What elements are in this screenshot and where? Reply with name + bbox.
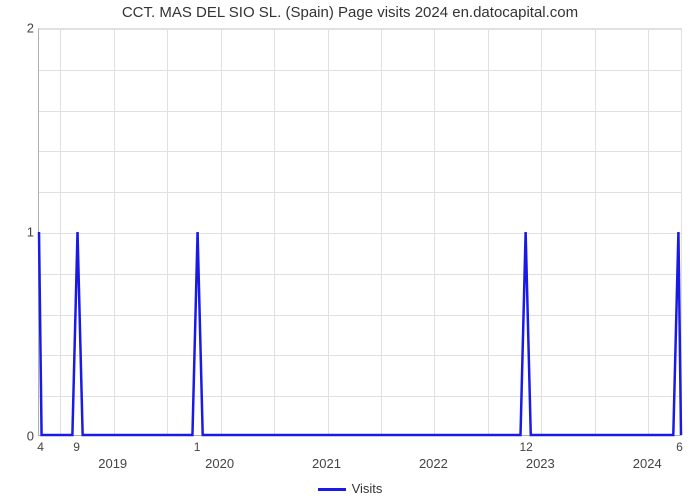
xtick-major-label: 2022 [419, 456, 448, 471]
xtick-major-label: 2021 [312, 456, 341, 471]
xtick-major-label: 2019 [98, 456, 127, 471]
xtick-minor-label: 6 [676, 440, 683, 454]
chart-title: CCT. MAS DEL SIO SL. (Spain) Page visits… [0, 4, 700, 21]
xtick-major-label: 2024 [633, 456, 662, 471]
xtick-minor-label: 12 [519, 440, 532, 454]
ytick-label: 2 [20, 21, 34, 36]
xtick-major-label: 2023 [526, 456, 555, 471]
plot-area [38, 28, 682, 436]
legend: Visits [0, 481, 700, 496]
ytick-label: 0 [20, 429, 34, 444]
visits-chart: CCT. MAS DEL SIO SL. (Spain) Page visits… [0, 0, 700, 500]
xtick-minor-label: 4 [37, 440, 44, 454]
xtick-major-label: 2020 [205, 456, 234, 471]
ytick-label: 1 [20, 225, 34, 240]
legend-label: Visits [352, 481, 383, 496]
xtick-minor-label: 9 [73, 440, 80, 454]
legend-swatch [318, 488, 346, 491]
xtick-minor-label: 1 [194, 440, 201, 454]
line-series [39, 29, 681, 435]
